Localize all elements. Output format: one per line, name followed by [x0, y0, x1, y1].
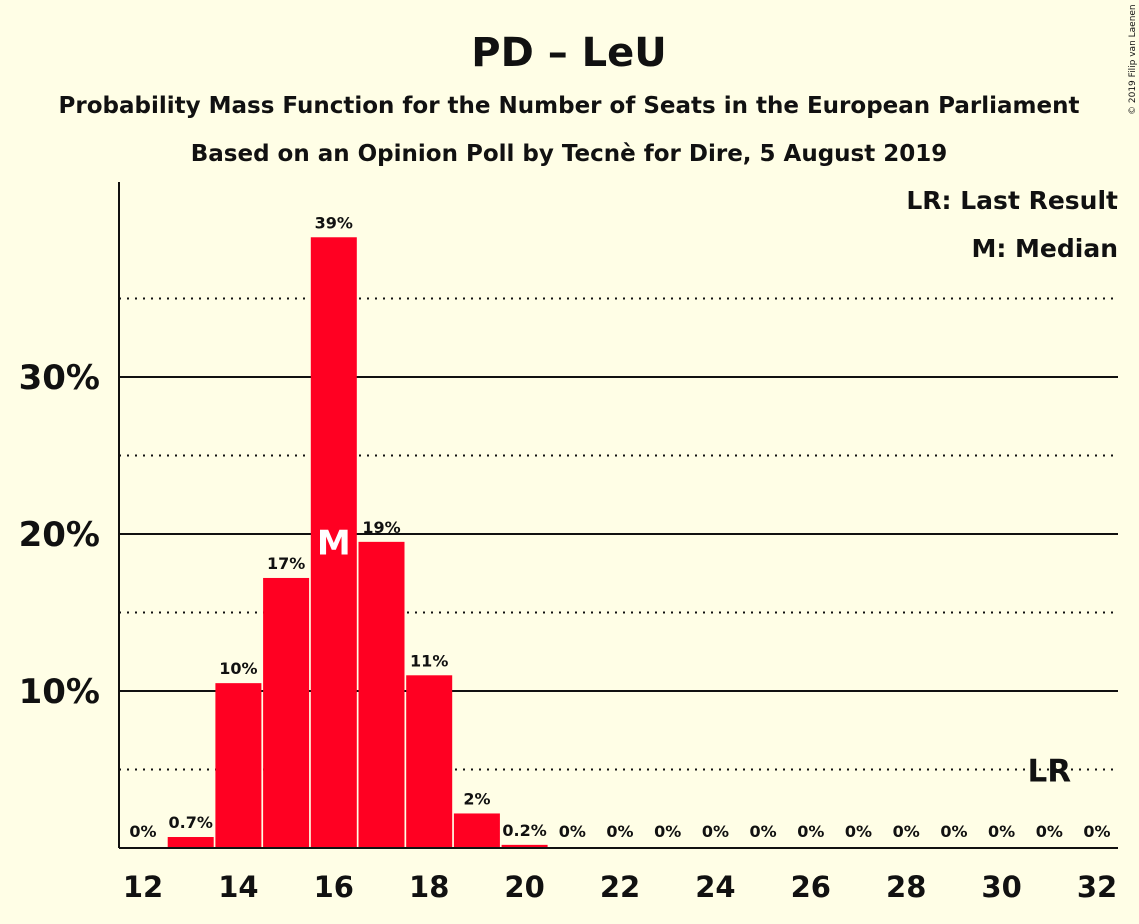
data-label: 10%	[219, 659, 257, 678]
x-tick-label: 14	[218, 870, 258, 904]
data-label: 0%	[1083, 822, 1110, 841]
markers: M LR	[317, 524, 1071, 790]
x-tick-label: 16	[314, 870, 354, 904]
data-label: 0%	[750, 822, 777, 841]
data-label: 0%	[940, 822, 967, 841]
legend-median: M: Median	[971, 234, 1118, 263]
data-label: 39%	[315, 213, 353, 232]
chart-title: PD – LeU	[471, 30, 666, 76]
x-tick-label: 20	[504, 870, 544, 904]
y-tick-label: 20%	[19, 515, 100, 555]
chart-subtitle-2: Based on an Opinion Poll by Tecnè for Di…	[191, 141, 948, 167]
x-tick-label: 26	[791, 870, 831, 904]
x-tick-label: 12	[123, 870, 163, 904]
x-tick-label: 24	[695, 870, 735, 904]
data-label: 2%	[463, 789, 490, 808]
bar	[406, 675, 453, 848]
data-label: 0%	[988, 822, 1015, 841]
bar	[501, 844, 548, 848]
data-label: 0%	[559, 822, 586, 841]
x-tick-label: 18	[409, 870, 449, 904]
data-label: 19%	[362, 518, 400, 537]
data-label: 0%	[654, 822, 681, 841]
data-label: 0%	[1036, 822, 1063, 841]
last-result-marker: LR	[1027, 754, 1071, 790]
data-label: 11%	[410, 651, 448, 670]
x-tick-label: 30	[981, 870, 1021, 904]
bar	[167, 837, 214, 848]
bar	[215, 683, 262, 848]
bar	[310, 237, 357, 848]
chart-subtitle: Probability Mass Function for the Number…	[59, 93, 1080, 119]
bars	[167, 237, 548, 848]
data-labels: 0% 0.7% 10% 17% 39% 19% 11% 2% 0.2% 0% 0% 0% 0% 0% 0% 0…	[129, 213, 1110, 841]
data-label: 0%	[893, 822, 920, 841]
copyright-notice: © 2019 Filip van Laenen	[1128, 4, 1138, 115]
data-label: 17%	[267, 554, 305, 573]
legend-last-result: LR: Last Result	[906, 186, 1118, 215]
axes: 12 14 16 18 20 22 24 26 28 30 32	[118, 182, 1118, 904]
data-label: 0%	[797, 822, 824, 841]
x-tick-label: 32	[1077, 870, 1117, 904]
bar	[263, 577, 310, 848]
y-tick-label: 10%	[19, 672, 100, 712]
data-label: 0%	[129, 822, 156, 841]
gridlines: 10% 20% 30%	[19, 297, 1118, 771]
data-label: 0%	[606, 822, 633, 841]
x-tick-label: 28	[886, 870, 926, 904]
data-label: 0.2%	[502, 821, 546, 840]
data-label: 0.7%	[169, 813, 213, 832]
y-tick-label: 30%	[19, 358, 100, 398]
median-marker: M	[317, 524, 351, 564]
data-label: 0%	[845, 822, 872, 841]
bar	[453, 813, 500, 848]
bar	[358, 541, 405, 848]
data-label: 0%	[702, 822, 729, 841]
x-tick-label: 22	[600, 870, 640, 904]
